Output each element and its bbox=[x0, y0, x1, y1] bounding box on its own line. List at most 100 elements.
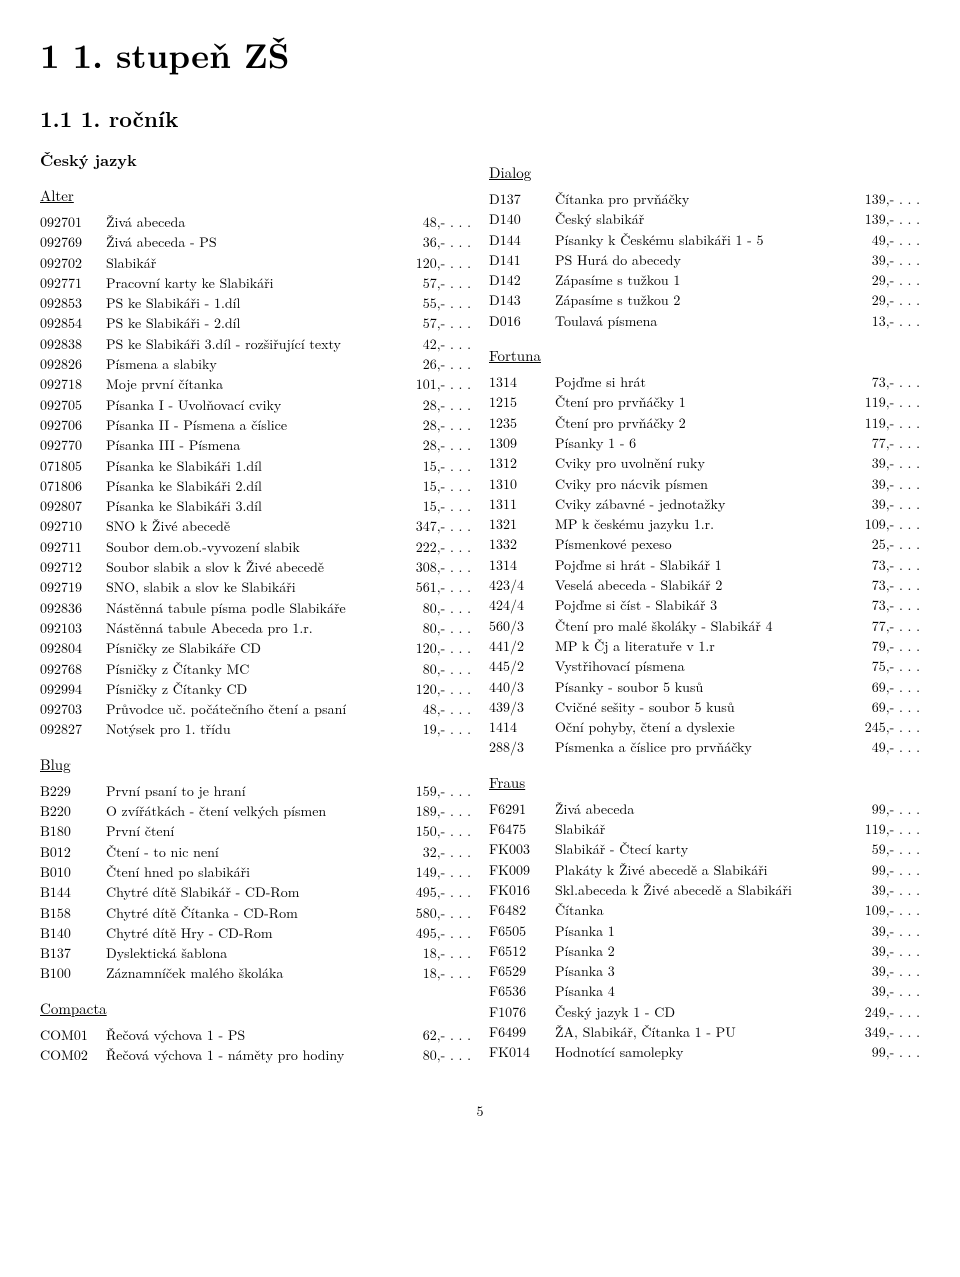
item-code: B180 bbox=[40, 821, 106, 841]
item-code: B140 bbox=[40, 923, 106, 943]
item-price: 39,- . . . bbox=[872, 961, 920, 981]
item-name: Dyslektická šablona bbox=[106, 943, 423, 963]
item-code: F6475 bbox=[489, 819, 555, 839]
item-name: Zápasíme s tužkou 1 bbox=[555, 270, 872, 290]
item-price: 39,- . . . bbox=[872, 474, 920, 494]
catalog-row: 092705Písanka I - Uvolňovací cviky28,- .… bbox=[40, 395, 471, 415]
item-code: 1332 bbox=[489, 534, 555, 554]
item-price: 73,- . . . bbox=[872, 575, 920, 595]
item-name: Český jazyk 1 - CD bbox=[555, 1002, 865, 1022]
publisher-heading: Blug bbox=[40, 754, 471, 775]
item-name: MP k Čj a literatuře v 1.r bbox=[555, 636, 872, 656]
item-code: 092768 bbox=[40, 659, 106, 679]
item-code: 440/3 bbox=[489, 677, 555, 697]
item-code: 092994 bbox=[40, 679, 106, 699]
item-name: Písanka ke Slabikáři 1.díl bbox=[106, 456, 423, 476]
item-price: 55,- . . . bbox=[423, 293, 471, 313]
item-name: Pracovní karty ke Slabikáři bbox=[106, 273, 423, 293]
item-code: 092804 bbox=[40, 638, 106, 658]
item-name: Písanka II - Písmena a číslice bbox=[106, 415, 423, 435]
item-price: 120,- . . . bbox=[416, 638, 471, 658]
item-name: Chytré dítě Slabikář - CD-Rom bbox=[106, 882, 416, 902]
item-price: 189,- . . . bbox=[416, 801, 471, 821]
catalog-row: 092853PS ke Slabikáři - 1.díl55,- . . . bbox=[40, 293, 471, 313]
catalog-row: 1312Cviky pro uvolnění ruky39,- . . . bbox=[489, 453, 920, 473]
item-price: 15,- . . . bbox=[423, 496, 471, 516]
item-code: 092838 bbox=[40, 334, 106, 354]
item-name: Oční pohyby, čtení a dyslexie bbox=[555, 717, 865, 737]
item-price: 69,- . . . bbox=[872, 677, 920, 697]
item-price: 49,- . . . bbox=[872, 737, 920, 757]
item-price: 48,- . . . bbox=[423, 212, 471, 232]
item-price: 75,- . . . bbox=[872, 656, 920, 676]
catalog-row: 092826Písmena a slabiky26,- . . . bbox=[40, 354, 471, 374]
item-code: 092712 bbox=[40, 557, 106, 577]
catalog-row: 092702Slabikář120,- . . . bbox=[40, 253, 471, 273]
item-code: 071805 bbox=[40, 456, 106, 476]
publisher-heading: Fortuna bbox=[489, 345, 920, 366]
item-code: F1076 bbox=[489, 1002, 555, 1022]
catalog-row: 440/3Písanky - soubor 5 kusů69,- . . . bbox=[489, 677, 920, 697]
item-name: Čtení pro prvňáčky 2 bbox=[555, 413, 865, 433]
catalog-row: D144Písanky k Českému slabikáři 1 - 549,… bbox=[489, 230, 920, 250]
item-code: B010 bbox=[40, 862, 106, 882]
catalog-row: 1314Pojďme si hrát - Slabikář 173,- . . … bbox=[489, 555, 920, 575]
catalog-row: 092710SNO k Živé abecedě347,- . . . bbox=[40, 516, 471, 536]
item-name: Veselá abeceda - Slabikář 2 bbox=[555, 575, 872, 595]
item-code: 423/4 bbox=[489, 575, 555, 595]
catalog-row: 092807Písanka ke Slabikáři 3.díl15,- . .… bbox=[40, 496, 471, 516]
item-price: 57,- . . . bbox=[423, 273, 471, 293]
item-price: 39,- . . . bbox=[872, 453, 920, 473]
item-code: D140 bbox=[489, 209, 555, 229]
item-price: 13,- . . . bbox=[872, 311, 920, 331]
catalog-row: 288/3Písmenka a číslice pro prvňáčky49,-… bbox=[489, 737, 920, 757]
item-name: Písanka ke Slabikáři 3.díl bbox=[106, 496, 423, 516]
item-price: 39,- . . . bbox=[872, 250, 920, 270]
item-price: 39,- . . . bbox=[872, 981, 920, 1001]
item-code: 1310 bbox=[489, 474, 555, 494]
item-code: B144 bbox=[40, 882, 106, 902]
catalog-row: 439/3Cvičné sešity - soubor 5 kusů69,- .… bbox=[489, 697, 920, 717]
item-code: D137 bbox=[489, 189, 555, 209]
item-code: D141 bbox=[489, 250, 555, 270]
catalog-row: 092769Živá abeceda - PS36,- . . . bbox=[40, 232, 471, 252]
catalog-row: B144Chytré dítě Slabikář - CD-Rom495,- .… bbox=[40, 882, 471, 902]
item-name: Vystřihovací písmena bbox=[555, 656, 872, 676]
item-name: Písničky ze Slabikáře CD bbox=[106, 638, 416, 658]
item-name: PS ke Slabikáři 3.díl - rozšiřující text… bbox=[106, 334, 423, 354]
section-title: 1.1 1. ročník bbox=[40, 103, 920, 134]
catalog-row: 092771Pracovní karty ke Slabikáři57,- . … bbox=[40, 273, 471, 293]
item-name: Chytré dítě Čítanka - CD-Rom bbox=[106, 903, 416, 923]
item-price: 26,- . . . bbox=[423, 354, 471, 374]
item-code: FK003 bbox=[489, 839, 555, 859]
catalog-row: B137Dyslektická šablona18,- . . . bbox=[40, 943, 471, 963]
catalog-row: 423/4Veselá abeceda - Slabikář 273,- . .… bbox=[489, 575, 920, 595]
item-code: 092706 bbox=[40, 415, 106, 435]
item-name: Řečová výchova 1 - náměty pro hodiny bbox=[106, 1045, 423, 1065]
item-code: F6512 bbox=[489, 941, 555, 961]
catalog-row: 092854PS ke Slabikáři - 2.díl57,- . . . bbox=[40, 313, 471, 333]
item-code: 092710 bbox=[40, 516, 106, 536]
item-code: 092807 bbox=[40, 496, 106, 516]
item-price: 62,- . . . bbox=[423, 1025, 471, 1045]
item-code: B220 bbox=[40, 801, 106, 821]
item-name: Slabikář - Čtecí karty bbox=[555, 839, 872, 859]
item-name: Moje první čítanka bbox=[106, 374, 416, 394]
item-name: PS ke Slabikáři - 1.díl bbox=[106, 293, 423, 313]
item-name: SNO, slabik a slov ke Slabikáři bbox=[106, 577, 416, 597]
item-name: Notýsek pro 1. třídu bbox=[106, 719, 423, 739]
item-code: FK016 bbox=[489, 880, 555, 900]
item-code: 092836 bbox=[40, 598, 106, 618]
item-price: 580,- . . . bbox=[416, 903, 471, 923]
item-code: 092770 bbox=[40, 435, 106, 455]
catalog-row: F6536Písanka 439,- . . . bbox=[489, 981, 920, 1001]
catalog-row: 092827Notýsek pro 1. třídu19,- . . . bbox=[40, 719, 471, 739]
item-name: Čítanka bbox=[555, 900, 865, 920]
item-code: 092711 bbox=[40, 537, 106, 557]
item-code: 1235 bbox=[489, 413, 555, 433]
item-price: 77,- . . . bbox=[872, 616, 920, 636]
publisher-heading: Compacta bbox=[40, 998, 471, 1019]
item-name: Průvodce uč. počátečního čtení a psaní bbox=[106, 699, 423, 719]
item-price: 139,- . . . bbox=[865, 209, 920, 229]
page-number: 5 bbox=[40, 1101, 920, 1121]
